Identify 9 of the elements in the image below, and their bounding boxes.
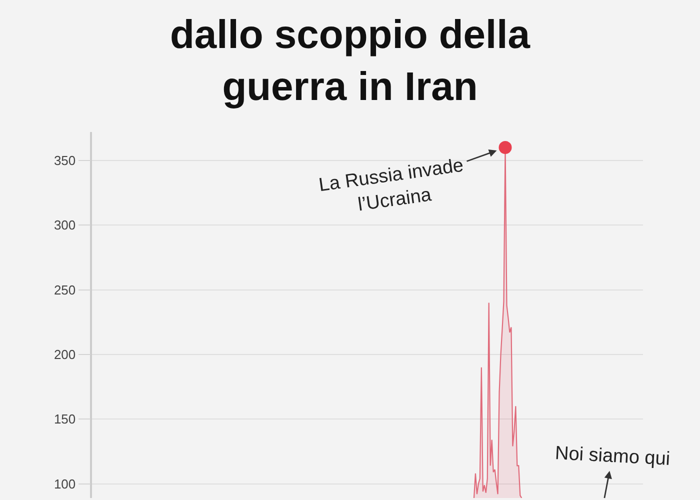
y-tick-label: 150	[54, 412, 76, 427]
y-tick-label: 200	[54, 347, 76, 362]
y-tick-label: 300	[54, 218, 76, 233]
y-tick-label: 350	[54, 153, 76, 168]
y-tick-label: 100	[54, 476, 76, 492]
annotation: Noi siamo qui	[554, 443, 671, 470]
annotation: La Russia invade l’Ucraina	[318, 155, 465, 216]
y-tick-label: 250	[54, 282, 76, 298]
chart-title: dallo scoppio della guerra in Iran	[170, 13, 531, 109]
